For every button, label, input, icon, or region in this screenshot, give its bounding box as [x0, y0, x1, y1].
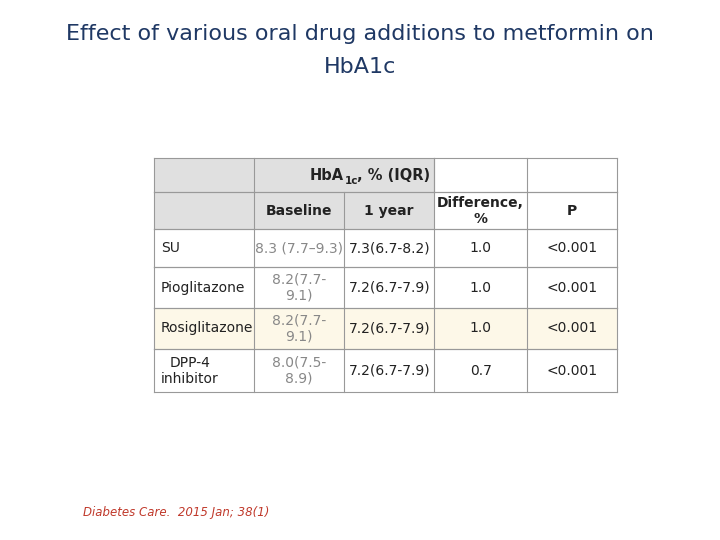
Bar [434, 158, 527, 192]
Text: <0.001: <0.001 [546, 363, 598, 377]
Bar [344, 229, 434, 267]
Bar [344, 267, 434, 308]
Bar [527, 229, 617, 267]
Text: DPP-4
inhibitor: DPP-4 inhibitor [161, 355, 219, 386]
Text: HbA: HbA [310, 168, 344, 183]
Bar [253, 267, 344, 308]
Bar [434, 308, 527, 349]
Text: 1c: 1c [345, 176, 358, 186]
Text: Difference,
%: Difference, % [437, 195, 524, 226]
Text: 1.0: 1.0 [469, 281, 492, 295]
Text: 1.0: 1.0 [469, 321, 492, 335]
Bar [344, 192, 434, 229]
Bar [344, 308, 434, 349]
Bar [253, 229, 344, 267]
Bar [434, 349, 527, 393]
Text: <0.001: <0.001 [546, 281, 598, 295]
Bar [527, 267, 617, 308]
Text: 8.3 (7.7–9.3): 8.3 (7.7–9.3) [255, 241, 343, 255]
Text: Diabetes Care.  2015 Jan; 38(1): Diabetes Care. 2015 Jan; 38(1) [83, 507, 269, 519]
Bar [527, 192, 617, 229]
Text: <0.001: <0.001 [546, 241, 598, 255]
Text: 1 year: 1 year [364, 204, 414, 218]
Bar [527, 308, 617, 349]
Text: 8.2(7.7-
9.1): 8.2(7.7- 9.1) [271, 313, 326, 343]
Text: <0.001: <0.001 [546, 321, 598, 335]
Text: P: P [567, 204, 577, 218]
Bar [434, 267, 527, 308]
Bar [154, 229, 253, 267]
Bar [154, 308, 253, 349]
Text: 0.7: 0.7 [469, 363, 492, 377]
Text: Pioglitazone: Pioglitazone [161, 281, 246, 295]
Text: HbA1c: HbA1c [324, 57, 396, 77]
Text: 8.0(7.5-
8.9): 8.0(7.5- 8.9) [271, 355, 326, 386]
Text: , % (IQR): , % (IQR) [357, 168, 430, 183]
Bar [154, 192, 253, 229]
Bar [154, 158, 253, 192]
Bar [527, 158, 617, 192]
Text: Effect of various oral drug additions to metformin on: Effect of various oral drug additions to… [66, 24, 654, 44]
Text: Baseline: Baseline [266, 204, 332, 218]
Text: SU: SU [161, 241, 180, 255]
Bar [253, 349, 344, 393]
Bar [253, 192, 344, 229]
Text: 7.2(6.7-7.9): 7.2(6.7-7.9) [348, 363, 430, 377]
Bar [434, 229, 527, 267]
Bar [344, 349, 434, 393]
Bar [253, 308, 344, 349]
Text: 7.3(6.7-8.2): 7.3(6.7-8.2) [348, 241, 430, 255]
Bar [154, 349, 253, 393]
Text: 8.2(7.7-
9.1): 8.2(7.7- 9.1) [271, 273, 326, 303]
Bar [154, 267, 253, 308]
Bar [253, 158, 434, 192]
Bar [434, 192, 527, 229]
Text: 7.2(6.7-7.9): 7.2(6.7-7.9) [348, 281, 430, 295]
Text: 7.2(6.7-7.9): 7.2(6.7-7.9) [348, 321, 430, 335]
Text: Rosiglitazone: Rosiglitazone [161, 321, 253, 335]
Bar [527, 349, 617, 393]
Text: 1.0: 1.0 [469, 241, 492, 255]
